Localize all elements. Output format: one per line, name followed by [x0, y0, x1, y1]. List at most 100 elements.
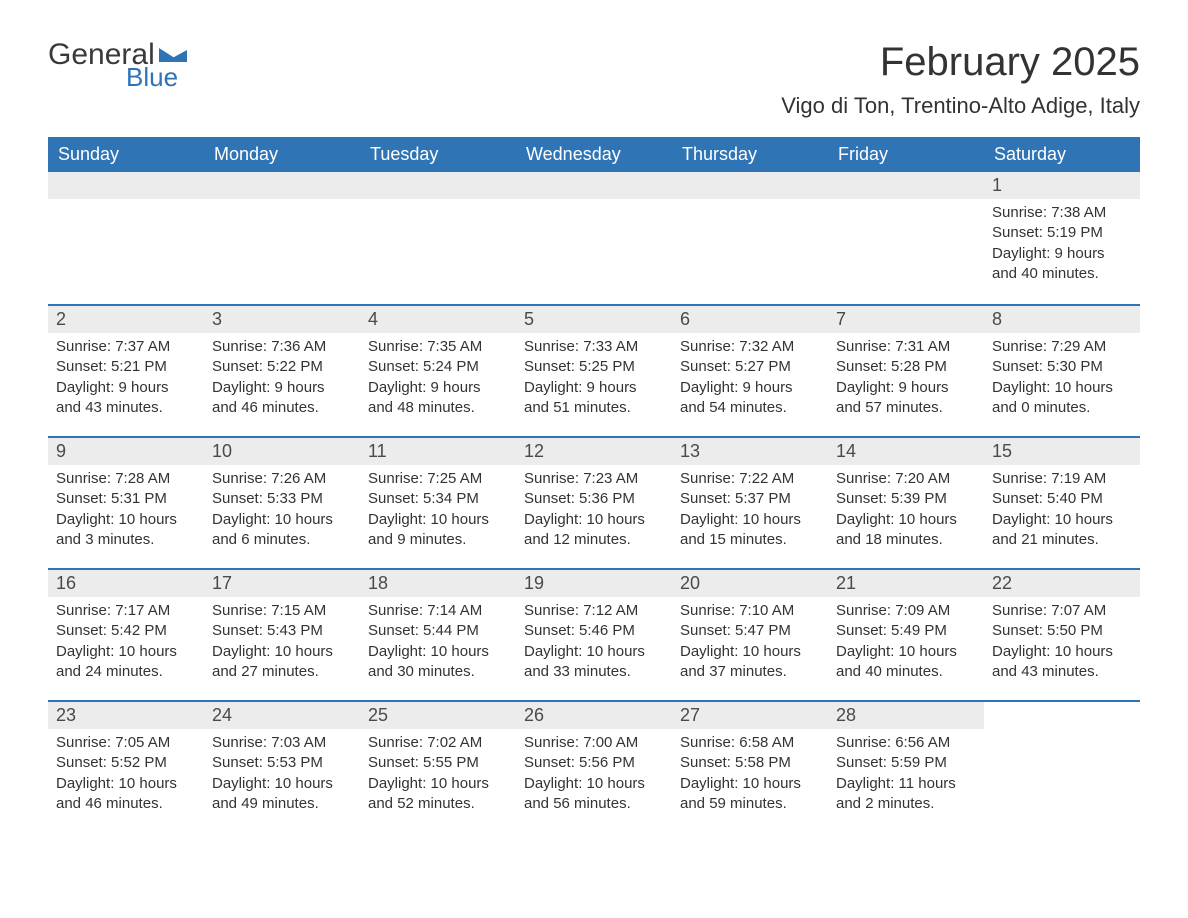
day-number: 4 — [360, 306, 516, 333]
calendar: SundayMondayTuesdayWednesdayThursdayFrid… — [48, 137, 1140, 832]
day-info-line: Daylight: 9 hours — [836, 378, 976, 398]
day-number — [360, 172, 516, 199]
calendar-day-empty — [204, 172, 360, 304]
day-info-line: Sunset: 5:31 PM — [56, 489, 196, 509]
day-number: 24 — [204, 702, 360, 729]
calendar-day: 1Sunrise: 7:38 AMSunset: 5:19 PMDaylight… — [984, 172, 1140, 304]
day-number — [48, 172, 204, 199]
day-info-line: and 46 minutes. — [56, 794, 196, 814]
day-info-line: Sunrise: 7:35 AM — [368, 337, 508, 357]
day-info-line: Sunset: 5:58 PM — [680, 753, 820, 773]
day-info-line: Daylight: 10 hours — [212, 774, 352, 794]
day-info-line: Sunrise: 7:28 AM — [56, 469, 196, 489]
day-info-line: and 9 minutes. — [368, 530, 508, 550]
day-info-line: Sunset: 5:36 PM — [524, 489, 664, 509]
day-info-line: Sunset: 5:43 PM — [212, 621, 352, 641]
day-info-line: and 30 minutes. — [368, 662, 508, 682]
day-info-line: Sunrise: 7:05 AM — [56, 733, 196, 753]
day-info-line: Daylight: 10 hours — [524, 642, 664, 662]
day-number: 21 — [828, 570, 984, 597]
day-info-line: and 43 minutes. — [992, 662, 1132, 682]
day-info-line: Sunset: 5:22 PM — [212, 357, 352, 377]
day-info-line: Sunset: 5:52 PM — [56, 753, 196, 773]
day-number: 13 — [672, 438, 828, 465]
day-info: Sunrise: 7:17 AMSunset: 5:42 PMDaylight:… — [56, 601, 196, 682]
day-info: Sunrise: 7:31 AMSunset: 5:28 PMDaylight:… — [836, 337, 976, 418]
day-info-line: Daylight: 9 hours — [56, 378, 196, 398]
day-info: Sunrise: 7:07 AMSunset: 5:50 PMDaylight:… — [992, 601, 1132, 682]
calendar-day: 8Sunrise: 7:29 AMSunset: 5:30 PMDaylight… — [984, 306, 1140, 436]
day-info-line: Sunrise: 7:32 AM — [680, 337, 820, 357]
page-title: February 2025 — [781, 40, 1140, 85]
day-info: Sunrise: 7:00 AMSunset: 5:56 PMDaylight:… — [524, 733, 664, 814]
day-info-line: Sunrise: 7:37 AM — [56, 337, 196, 357]
calendar-day: 13 Sunrise: 7:22 AMSunset: 5:37 PMDayligh… — [672, 438, 828, 568]
day-info: Sunrise: 7:10 AMSunset: 5:47 PMDaylight:… — [680, 601, 820, 682]
dow-cell: Tuesday — [360, 137, 516, 172]
day-info-line: Sunset: 5:42 PM — [56, 621, 196, 641]
calendar-day: 28Sunrise: 6:56 AMSunset: 5:59 PMDayligh… — [828, 702, 984, 832]
dow-cell: Saturday — [984, 137, 1140, 172]
day-info: Sunrise: 7:28 AMSunset: 5:31 PMDaylight:… — [56, 469, 196, 550]
day-info-line: and 40 minutes. — [836, 662, 976, 682]
day-info-line: Sunrise: 7:12 AM — [524, 601, 664, 621]
day-info-line: and 48 minutes. — [368, 398, 508, 418]
day-info-line: Sunrise: 7:10 AM — [680, 601, 820, 621]
calendar-day: 9Sunrise: 7:28 AMSunset: 5:31 PMDaylight… — [48, 438, 204, 568]
calendar-day: 25 Sunrise: 7:02 AMSunset: 5:55 PMDayligh… — [360, 702, 516, 832]
day-info-line: and 57 minutes. — [836, 398, 976, 418]
day-info-line: Sunrise: 7:19 AM — [992, 469, 1132, 489]
day-number: 15 — [984, 438, 1140, 465]
day-info-line: Sunrise: 7:14 AM — [368, 601, 508, 621]
day-info: Sunrise: 7:22 AMSunset: 5:37 PMDaylight:… — [680, 469, 820, 550]
day-info: Sunrise: 7:38 AMSunset: 5:19 PMDaylight:… — [992, 203, 1132, 284]
day-number: 5 — [516, 306, 672, 333]
day-info-line: Sunrise: 7:29 AM — [992, 337, 1132, 357]
day-info-line: Sunset: 5:34 PM — [368, 489, 508, 509]
calendar-day-empty — [984, 702, 1140, 832]
day-info-line: and 15 minutes. — [680, 530, 820, 550]
calendar-day-empty — [516, 172, 672, 304]
day-number: 28 — [828, 702, 984, 729]
day-info-line: Daylight: 9 hours — [368, 378, 508, 398]
day-info-line: Sunset: 5:55 PM — [368, 753, 508, 773]
calendar-day: 12Sunrise: 7:23 AMSunset: 5:36 PMDayligh… — [516, 438, 672, 568]
day-info-line: and 52 minutes. — [368, 794, 508, 814]
calendar-week: 16Sunrise: 7:17 AMSunset: 5:42 PMDayligh… — [48, 568, 1140, 700]
location-subtitle: Vigo di Ton, Trentino-Alto Adige, Italy — [781, 93, 1140, 119]
day-info: Sunrise: 7:15 AMSunset: 5:43 PMDaylight:… — [212, 601, 352, 682]
calendar-day: 16 Sunrise: 7:17 AMSunset: 5:42 PMDayligh… — [48, 570, 204, 700]
day-number: 14 — [828, 438, 984, 465]
day-info: Sunrise: 7:02 AMSunset: 5:55 PMDaylight:… — [368, 733, 508, 814]
calendar-week: 9Sunrise: 7:28 AMSunset: 5:31 PMDaylight… — [48, 436, 1140, 568]
day-number — [984, 702, 1140, 729]
day-info-line: Sunrise: 7:17 AM — [56, 601, 196, 621]
calendar-day: 24Sunrise: 7:03 AMSunset: 5:53 PMDayligh… — [204, 702, 360, 832]
day-info-line: Daylight: 10 hours — [56, 774, 196, 794]
day-number — [828, 172, 984, 199]
calendar-day: 15 Sunrise: 7:19 AMSunset: 5:40 PMDayligh… — [984, 438, 1140, 568]
day-info-line: Sunset: 5:49 PM — [836, 621, 976, 641]
calendar-day: 17Sunrise: 7:15 AMSunset: 5:43 PMDayligh… — [204, 570, 360, 700]
day-number: 16 — [48, 570, 204, 597]
day-info-line: Sunrise: 7:22 AM — [680, 469, 820, 489]
title-block: February 2025 Vigo di Ton, Trentino-Alto… — [781, 40, 1140, 119]
logo-flag-icon — [159, 44, 187, 64]
day-info-line: and 12 minutes. — [524, 530, 664, 550]
day-info-line: and 40 minutes. — [992, 264, 1132, 284]
day-info-line: Sunrise: 6:58 AM — [680, 733, 820, 753]
day-info-line: and 33 minutes. — [524, 662, 664, 682]
day-number: 8 — [984, 306, 1140, 333]
day-info-line: and 56 minutes. — [524, 794, 664, 814]
day-number: 19 — [516, 570, 672, 597]
day-info-line: and 37 minutes. — [680, 662, 820, 682]
day-info-line: and 21 minutes. — [992, 530, 1132, 550]
day-info: Sunrise: 7:19 AMSunset: 5:40 PMDaylight:… — [992, 469, 1132, 550]
day-info-line: Daylight: 10 hours — [836, 510, 976, 530]
day-number: 22 — [984, 570, 1140, 597]
day-info-line: and 6 minutes. — [212, 530, 352, 550]
calendar-day: 26Sunrise: 7:00 AMSunset: 5:56 PMDayligh… — [516, 702, 672, 832]
day-info-line: Sunset: 5:46 PM — [524, 621, 664, 641]
day-info-line: Daylight: 10 hours — [680, 510, 820, 530]
day-number: 25 — [360, 702, 516, 729]
